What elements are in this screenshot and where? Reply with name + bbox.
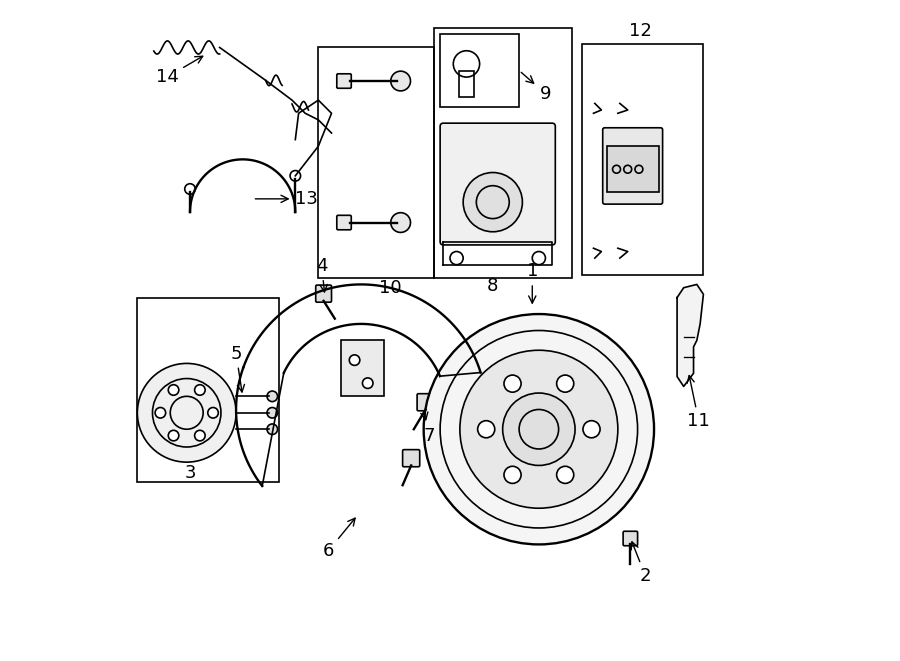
Text: 3: 3 — [184, 464, 196, 483]
Bar — [319, 48, 434, 278]
FancyBboxPatch shape — [603, 128, 662, 204]
Bar — [459, 71, 474, 97]
Circle shape — [208, 408, 219, 418]
Text: 8: 8 — [487, 278, 499, 295]
FancyBboxPatch shape — [623, 531, 637, 546]
Text: 4: 4 — [316, 257, 328, 292]
Text: 7: 7 — [421, 412, 435, 445]
Circle shape — [194, 385, 205, 395]
Circle shape — [155, 408, 166, 418]
Polygon shape — [677, 284, 704, 387]
Circle shape — [391, 71, 410, 91]
Circle shape — [391, 213, 410, 233]
Bar — [341, 340, 384, 397]
Circle shape — [460, 350, 617, 508]
Circle shape — [267, 408, 277, 418]
Text: 5: 5 — [230, 344, 245, 392]
Circle shape — [194, 430, 205, 441]
Circle shape — [504, 375, 521, 392]
FancyBboxPatch shape — [316, 285, 331, 302]
Circle shape — [504, 466, 521, 483]
Text: 1: 1 — [526, 262, 538, 303]
Circle shape — [556, 375, 573, 392]
Circle shape — [168, 385, 179, 395]
Bar — [607, 146, 659, 192]
Text: 2: 2 — [631, 542, 652, 585]
Text: 10: 10 — [380, 279, 402, 297]
Text: 11: 11 — [687, 375, 710, 430]
Text: 13: 13 — [256, 190, 319, 208]
FancyBboxPatch shape — [402, 449, 419, 467]
Text: 12: 12 — [629, 22, 652, 40]
Bar — [138, 297, 279, 482]
Bar — [434, 28, 572, 278]
Circle shape — [583, 420, 600, 438]
Text: 9: 9 — [521, 72, 551, 102]
FancyBboxPatch shape — [440, 123, 555, 245]
Circle shape — [138, 364, 236, 462]
FancyBboxPatch shape — [337, 74, 351, 89]
Text: 6: 6 — [322, 518, 356, 560]
Circle shape — [168, 430, 179, 441]
FancyBboxPatch shape — [337, 215, 351, 230]
Circle shape — [556, 466, 573, 483]
Circle shape — [267, 424, 277, 434]
Bar — [581, 44, 704, 274]
FancyBboxPatch shape — [417, 394, 434, 410]
Circle shape — [363, 378, 373, 389]
Circle shape — [267, 391, 277, 402]
Circle shape — [464, 173, 522, 232]
Bar — [440, 34, 519, 106]
Circle shape — [424, 314, 654, 545]
Circle shape — [503, 393, 575, 465]
Circle shape — [349, 355, 360, 366]
Circle shape — [478, 420, 495, 438]
Text: 14: 14 — [156, 56, 202, 86]
